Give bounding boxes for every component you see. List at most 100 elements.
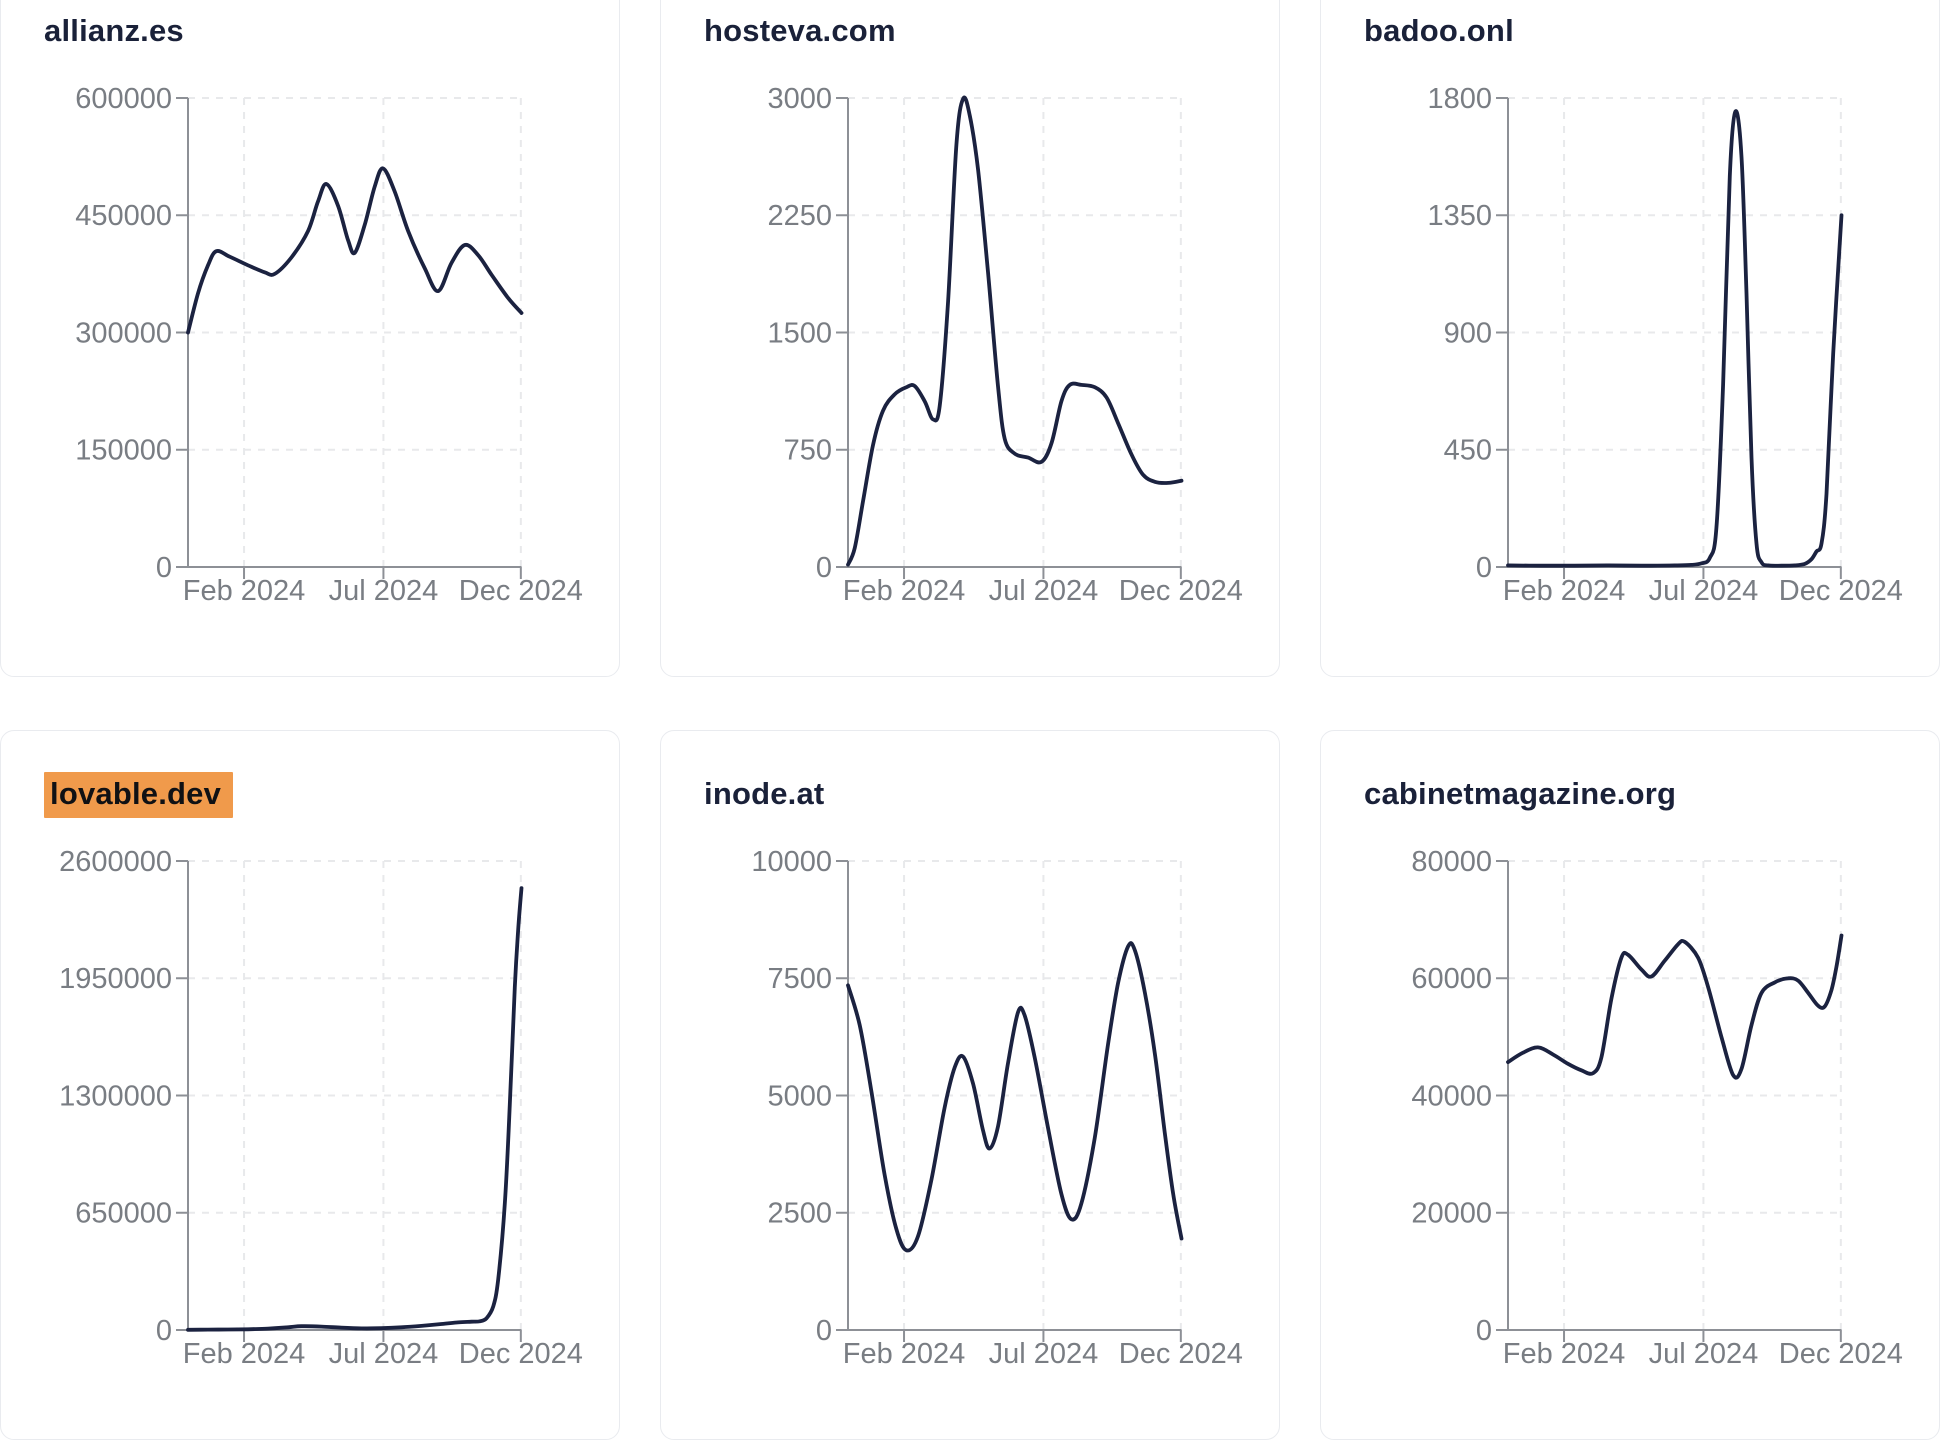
data-line [186,886,524,1332]
axes-group [1496,860,1842,1342]
data-line [846,95,1184,567]
line-chart: 0 2500 5000 7500 10000 Feb 2024 Jul 2024 Dec 20… [751,846,1243,1370]
y-tick-labels-group: 0 2500 5000 7500 10000 [751,846,832,1347]
y-tick-label: 5000 [767,1080,832,1112]
chart-card-lovable.dev[interactable]: lovable.dev 0 650000 1300000 1950000 2600000… [0,730,620,1440]
h-gridlines-group [188,97,522,451]
chart-title-text: inode.at [704,776,825,811]
chart-title-text: badoo.onl [1364,13,1514,48]
x-tick-label: Dec 2024 [459,1338,583,1370]
x-tick-label: Feb 2024 [843,1338,966,1370]
y-tick-labels-group: 0 150000 300000 450000 600000 [75,83,172,584]
y-tick-label: 1350 [1427,200,1492,232]
y-tick-label: 0 [816,552,832,584]
y-tick-label: 600000 [75,83,172,115]
x-tick-label: Jul 2024 [989,1338,1099,1370]
y-tick-label: 0 [1476,1315,1492,1347]
y-tick-label: 2500 [767,1198,832,1230]
x-tick-labels-group: Feb 2024 Jul 2024 Dec 2024 [183,575,583,607]
chart-card-hosteva.com[interactable]: hosteva.com 0 750 1500 2250 3000 Feb 2024 Jul … [660,0,1280,677]
x-tick-label: Dec 2024 [1119,575,1243,607]
h-gridlines-group [1508,860,1842,1214]
h-gridlines-group [188,860,522,1214]
chart-title: hosteva.com [704,12,896,50]
y-tick-labels-group: 0 750 1500 2250 3000 [767,83,832,584]
chart-title: badoo.onl [1364,12,1514,50]
x-tick-label: Feb 2024 [183,575,306,607]
v-gridlines-group [243,861,522,1330]
x-tick-label: Feb 2024 [843,575,966,607]
chart-card-cabinetmagazine.org[interactable]: cabinetmagazine.org 0 20000 40000 60000 8000… [1320,730,1940,1440]
data-line [846,941,1184,1253]
y-tick-label: 1950000 [59,963,172,995]
chart-title-text: hosteva.com [704,13,896,48]
axes-group [176,860,522,1342]
axes-group [1496,97,1842,579]
y-tick-label: 450 [1444,435,1492,467]
y-tick-label: 10000 [751,846,832,878]
chart-title-text: cabinetmagazine.org [1364,776,1677,811]
y-tick-labels-group: 0 650000 1300000 1950000 2600000 [59,846,172,1347]
y-tick-label: 60000 [1411,963,1492,995]
y-tick-label: 80000 [1411,846,1492,878]
h-gridlines-group [1508,97,1842,451]
x-tick-labels-group: Feb 2024 Jul 2024 Dec 2024 [843,575,1243,607]
y-tick-label: 750 [784,435,832,467]
x-tick-label: Jul 2024 [1649,575,1759,607]
h-gridlines-group [848,97,1182,451]
y-tick-label: 2600000 [59,846,172,878]
chart-card-badoo.onl[interactable]: badoo.onl 0 450 900 1350 1800 Feb 2024 Jul 202… [1320,0,1940,677]
chart-card-allianz.es[interactable]: allianz.es 0 150000 300000 450000 600000 Feb … [0,0,620,677]
x-tick-label: Dec 2024 [1779,1338,1903,1370]
y-tick-label: 300000 [75,317,172,349]
v-gridlines-group [1563,98,1842,567]
x-tick-label: Jul 2024 [989,575,1099,607]
y-tick-label: 0 [816,1315,832,1347]
x-tick-label: Feb 2024 [1503,575,1626,607]
chart-title-text: allianz.es [44,13,184,48]
y-tick-label: 450000 [75,200,172,232]
y-tick-label: 0 [156,1315,172,1347]
data-line [1506,109,1844,568]
y-tick-label: 1500 [767,317,832,349]
y-tick-label: 2250 [767,200,832,232]
axes-group [176,97,522,579]
y-tick-label: 0 [1476,552,1492,584]
x-tick-label: Dec 2024 [459,575,583,607]
axes-group [836,97,1182,579]
chart-title: inode.at [704,775,824,813]
y-tick-label: 3000 [767,83,832,115]
x-tick-label: Feb 2024 [183,1338,306,1370]
x-tick-label: Jul 2024 [329,1338,439,1370]
y-tick-label: 40000 [1411,1080,1492,1112]
x-tick-labels-group: Feb 2024 Jul 2024 Dec 2024 [1503,575,1903,607]
line-chart: 0 150000 300000 450000 600000 Feb 2024 Jul 202… [75,83,583,607]
y-tick-labels-group: 0 20000 40000 60000 80000 [1411,846,1492,1347]
x-tick-label: Jul 2024 [1649,1338,1759,1370]
chart-title-text: lovable.dev [44,772,234,818]
chart-title: cabinetmagazine.org [1364,775,1676,813]
y-tick-label: 1300000 [59,1080,172,1112]
line-chart: 0 20000 40000 60000 80000 Feb 2024 Jul 2024 Dec… [1411,846,1903,1370]
x-tick-labels-group: Feb 2024 Jul 2024 Dec 2024 [1503,1338,1903,1370]
y-tick-label: 7500 [767,963,832,995]
chart-card-inode.at[interactable]: inode.at 0 2500 5000 7500 10000 Feb 2024 Jul 2… [660,730,1280,1440]
y-tick-labels-group: 0 450 900 1350 1800 [1427,83,1492,584]
h-gridlines-group [848,860,1182,1214]
y-tick-label: 1800 [1427,83,1492,115]
x-tick-label: Feb 2024 [1503,1338,1626,1370]
data-line [1506,933,1844,1080]
x-tick-label: Dec 2024 [1119,1338,1243,1370]
y-tick-label: 650000 [75,1198,172,1230]
chart-title: allianz.es [44,12,184,50]
line-chart: 0 750 1500 2250 3000 Feb 2024 Jul 2024 Dec 2024 [767,83,1243,607]
y-tick-label: 900 [1444,317,1492,349]
y-tick-label: 150000 [75,435,172,467]
y-tick-label: 0 [156,552,172,584]
data-line [186,166,524,335]
x-tick-label: Dec 2024 [1779,575,1903,607]
x-tick-labels-group: Feb 2024 Jul 2024 Dec 2024 [183,1338,583,1370]
x-tick-label: Jul 2024 [329,575,439,607]
line-chart: 0 450 900 1350 1800 Feb 2024 Jul 2024 Dec 2024 [1427,83,1903,607]
line-chart: 0 650000 1300000 1950000 2600000 Feb 2024 Jul … [59,846,583,1370]
